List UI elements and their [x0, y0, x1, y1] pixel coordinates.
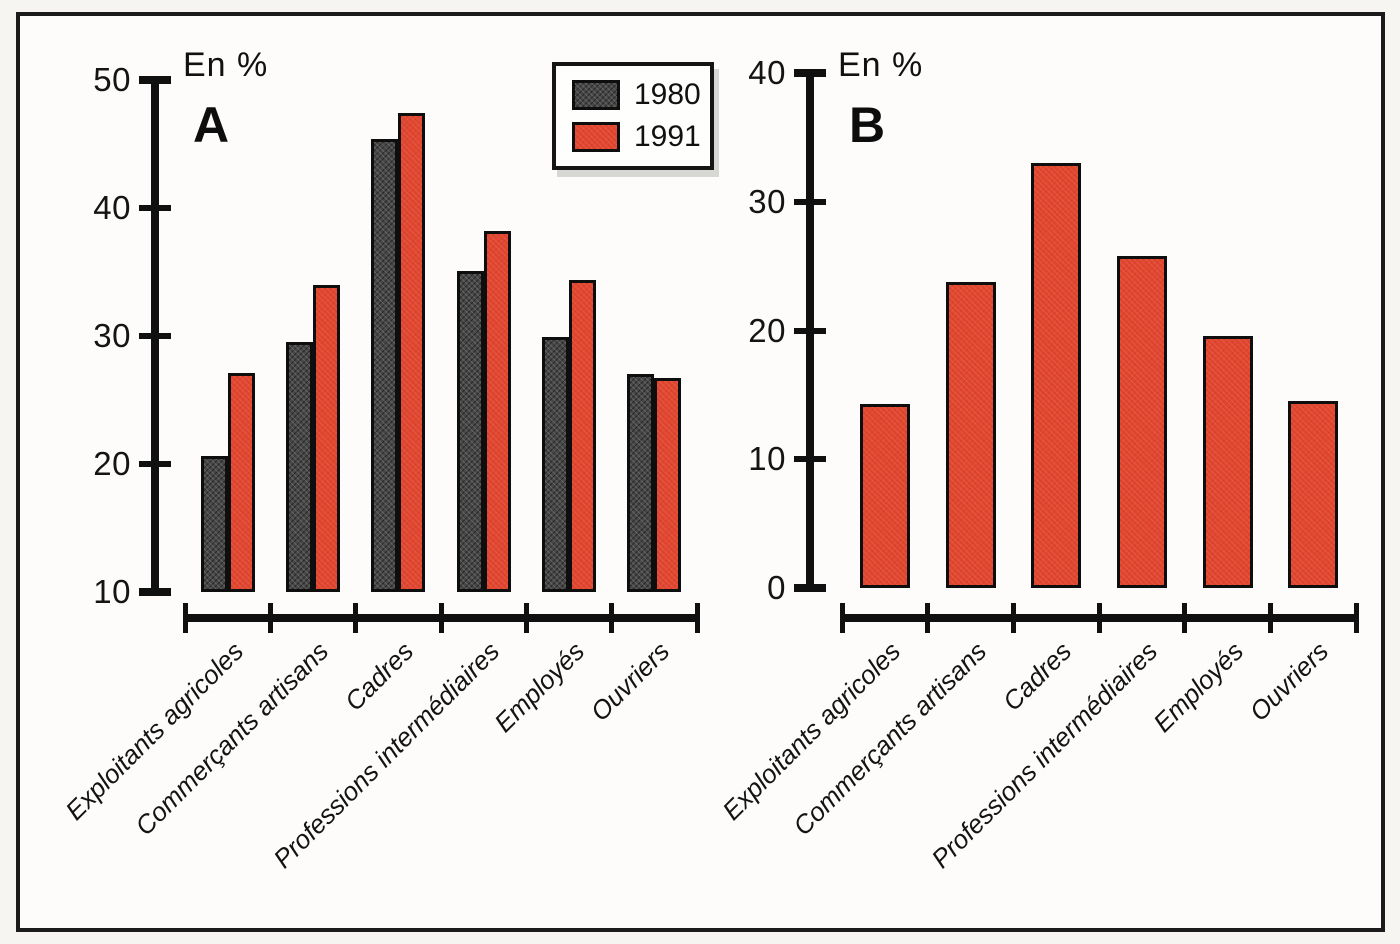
bar-1991-4	[1116, 255, 1167, 588]
bar-1991-1	[227, 373, 255, 592]
y-axis-tick	[794, 69, 826, 77]
x-axis-tick	[1182, 603, 1188, 633]
bar-1980-5	[542, 337, 569, 592]
y-axis-tick	[139, 588, 171, 596]
y-tick-label: 0	[767, 569, 786, 606]
y-axis-tick	[794, 456, 826, 463]
panel-b-axis-title: En %	[838, 46, 924, 84]
x-axis-tick	[1353, 603, 1359, 633]
bar-1991-3	[398, 113, 426, 592]
x-axis-tick	[353, 603, 359, 633]
bar-1991-1	[859, 403, 910, 588]
y-tick-label: 10	[748, 440, 786, 478]
x-axis-tick	[925, 603, 931, 633]
bar-1991-4	[483, 231, 511, 592]
bar-1991-5	[1202, 335, 1253, 588]
y-axis-tick	[794, 584, 826, 592]
legend-swatch-1980	[572, 80, 620, 110]
legend-label-1980: 1980	[634, 78, 701, 111]
legend-item-1980: 1980	[572, 78, 701, 111]
y-tick-label: 20	[93, 445, 131, 482]
legend: 1980 1991	[552, 62, 714, 170]
panel-a-axis-title: En %	[183, 46, 269, 84]
x-axis-tick	[609, 603, 615, 633]
bar-1991-3	[1031, 163, 1082, 588]
panel-b-letter: B	[849, 97, 886, 153]
x-axis-tick	[1267, 603, 1273, 633]
x-axis-tick	[1096, 603, 1102, 633]
x-axis-tick	[182, 603, 188, 633]
x-axis-tick	[438, 603, 444, 633]
y-tick-label: 30	[748, 182, 786, 220]
y-axis-tick	[139, 333, 171, 339]
bar-1991-5	[569, 279, 596, 592]
x-axis-tick	[267, 603, 273, 633]
panel-a-letter: A	[193, 97, 230, 153]
bar-1991-6	[1288, 401, 1339, 588]
y-tick-label: 10	[93, 573, 131, 610]
y-axis-tick	[139, 461, 171, 467]
legend-item-1991: 1991	[572, 120, 701, 153]
x-axis-tick	[694, 603, 700, 633]
y-axis-tick	[794, 198, 826, 205]
legend-swatch-1991	[572, 122, 620, 152]
bar-1980-6	[627, 374, 655, 592]
bar-1991-2	[313, 284, 340, 592]
y-axis-tick	[794, 327, 826, 334]
legend-label-1991: 1991	[634, 120, 701, 153]
y-tick-label: 40	[748, 54, 786, 91]
bar-1980-1	[200, 456, 228, 592]
bar-1991-6	[654, 378, 682, 592]
y-tick-label: 30	[93, 317, 131, 354]
x-axis-tick	[1010, 603, 1016, 633]
x-axis-tick	[839, 603, 845, 633]
y-tick-label: 50	[93, 61, 131, 98]
y-axis-tick	[139, 205, 171, 211]
x-axis-tick	[523, 603, 529, 633]
y-axis-tick	[139, 76, 171, 84]
bar-1980-3	[371, 138, 399, 592]
bar-1991-2	[945, 281, 996, 588]
bar-1980-4	[456, 270, 484, 592]
y-tick-label: 40	[93, 189, 131, 226]
y-tick-label: 20	[748, 311, 786, 349]
bar-1980-2	[286, 342, 313, 592]
